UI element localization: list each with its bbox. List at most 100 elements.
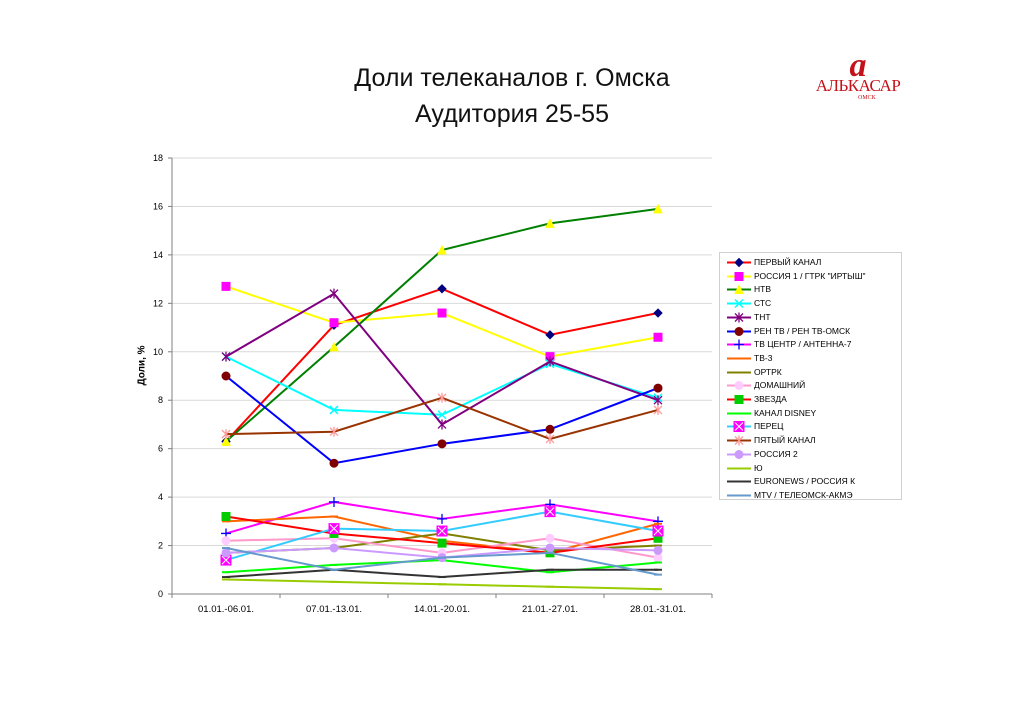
legend-label: ПЕРЕЦ <box>754 421 784 432</box>
series-line <box>222 546 662 576</box>
legend-label: РЕН ТВ / РЕН ТВ-ОМСК <box>754 325 851 336</box>
legend-label: Ю <box>754 462 763 473</box>
legend-label: СТС <box>754 298 772 309</box>
legend-item: РЕН ТВ / РЕН ТВ-ОМСК <box>720 325 903 338</box>
legend-label: ТВ ЦЕНТР / АНТЕННА-7 <box>754 339 852 350</box>
data-point <box>545 218 555 228</box>
data-point <box>734 395 744 404</box>
y-tick-label: 8 <box>158 395 163 405</box>
data-point <box>329 288 339 299</box>
legend-swatch <box>727 299 751 309</box>
logo-city: ОМСК <box>858 95 876 101</box>
data-point <box>329 496 339 507</box>
legend-label: MTV / ТЕЛЕОМСК-АКМЭ <box>754 489 853 500</box>
data-point <box>221 511 231 521</box>
series-path <box>225 568 658 579</box>
legend-item: ДОМАШНИЙ <box>720 379 903 392</box>
x-tick-label: 28.01.-31.01. <box>630 604 686 615</box>
data-point <box>329 341 339 352</box>
series-line <box>221 203 663 446</box>
legend-label: ЗВЕЗДА <box>754 394 787 404</box>
y-tick-label: 12 <box>153 298 163 308</box>
legend-label: ОРТРК <box>754 366 782 377</box>
y-tick-label: 16 <box>153 201 163 211</box>
alkasar-logo: a АЛЬКАСАР ОМСК <box>808 47 908 106</box>
legend-label: EURONEWS / РОССИЯ К <box>754 476 856 487</box>
data-point <box>221 351 231 362</box>
tick-labels: 0 2 4 6 8 10 12 14 16 18 01.01.-06.01. 07.01.-13.01… <box>153 153 686 615</box>
x-tick-label: 07.01.-13.01. <box>306 604 362 615</box>
legend-swatch <box>727 421 751 433</box>
data-point <box>437 538 447 548</box>
y-tick-label: 2 <box>158 541 163 551</box>
series-line <box>222 568 662 579</box>
y-axis-label: Доли, % <box>136 345 148 386</box>
data-point <box>734 381 744 391</box>
legend-item: ПЕРВЫЙ КАНАЛ <box>720 256 903 269</box>
series-path <box>225 285 659 358</box>
legend-swatch <box>727 284 751 295</box>
legend-item: Ю <box>720 462 903 475</box>
data-point <box>221 436 231 446</box>
data-point <box>734 449 744 459</box>
legend-item: ТВ ЦЕНТР / АНТЕННА-7 <box>720 338 903 351</box>
data-point <box>734 312 744 323</box>
data-point <box>653 308 663 318</box>
legend-label: ТВ-3 <box>754 352 773 363</box>
series-line <box>221 392 663 444</box>
y-tick-label: 10 <box>153 347 163 357</box>
legend-item: ОРТРК <box>720 366 903 379</box>
legend-swatch <box>727 271 751 281</box>
legend-swatch <box>727 326 751 336</box>
data-point <box>545 356 555 367</box>
chart-title-line-2: Аудитория 25-55 <box>415 100 609 128</box>
legend-label: ПЕРВЫЙ КАНАЛ <box>754 257 822 267</box>
legend-swatch <box>727 339 751 350</box>
data-point <box>329 405 339 415</box>
legend-item: НТВ <box>720 283 903 296</box>
logo-mark-letter: a <box>850 50 867 80</box>
legend-item: EURONEWS / РОССИЯ К <box>720 475 903 488</box>
x-tick-label: 14.01.-20.01. <box>414 604 470 615</box>
legend-label: РОССИЯ 1 / ГТРК "ИРТЫШ" <box>754 270 866 281</box>
legend-swatch <box>727 395 751 404</box>
data-point <box>221 536 231 546</box>
legend-swatch <box>727 449 751 459</box>
data-point <box>329 318 339 328</box>
legend-swatch <box>727 312 751 323</box>
data-point <box>437 419 447 430</box>
legend-swatch <box>727 412 751 415</box>
y-tick-label: 14 <box>153 250 163 260</box>
chart-title-line-1: Доли телеканалов г. Омска <box>354 64 670 92</box>
data-point <box>436 525 448 537</box>
data-point <box>653 383 663 393</box>
legend-item: РОССИЯ 1 / ГТРК "ИРТЫШ" <box>720 270 903 283</box>
data-point <box>329 458 339 468</box>
data-point <box>221 281 231 291</box>
grid-lines <box>172 157 712 547</box>
legend-item: MTV / ТЕЛЕОМСК-АКМЭ <box>720 489 903 502</box>
legend-label: ПЯТЫЙ КАНАЛ <box>754 435 816 446</box>
x-tick-label: 21.01.-27.01. <box>522 604 578 615</box>
series-line <box>222 578 662 591</box>
data-point <box>545 424 555 434</box>
series-line <box>221 371 663 468</box>
legend-swatch <box>727 435 751 446</box>
data-point <box>734 257 744 268</box>
y-tick-label: 6 <box>158 444 163 454</box>
data-point <box>734 299 744 309</box>
data-point <box>734 271 744 281</box>
data-point <box>653 404 663 415</box>
y-tick-label: 0 <box>158 589 163 599</box>
legend-label: РОССИЯ 2 <box>754 448 798 459</box>
data-point <box>653 203 663 214</box>
data-point <box>329 543 339 553</box>
data-point <box>437 284 447 294</box>
legend-swatch <box>727 480 751 483</box>
data-point <box>733 421 745 433</box>
data-point <box>437 244 447 255</box>
data-point <box>221 548 231 558</box>
data-point <box>437 392 447 403</box>
x-tick-label: 01.01.-06.01. <box>198 604 254 615</box>
